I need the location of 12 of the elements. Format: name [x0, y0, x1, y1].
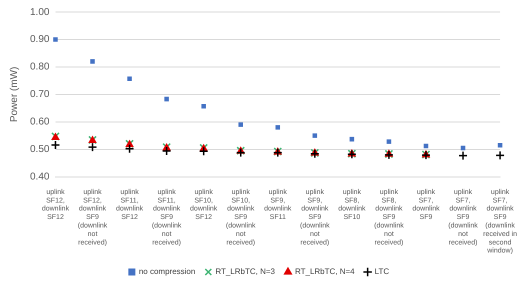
y-tick-label: 0.70: [30, 89, 50, 100]
y-tick-label: 0.90: [30, 34, 50, 46]
y-tick-label: 0.40: [30, 172, 50, 183]
y-tick-label: 0.50: [30, 144, 50, 156]
y-axis-title: Power (mW): [8, 66, 20, 122]
legend-label: LTC: [374, 267, 390, 276]
y-tick-label: 1.00: [30, 6, 50, 18]
legend-label: RT_LRbTC, N=4: [294, 267, 356, 276]
y-tick-label: 0.80: [30, 62, 50, 73]
y-tick-label: 0.60: [30, 116, 50, 128]
legend-label: no compression: [138, 267, 196, 276]
legend-label: RT_LRbTC, N=3: [215, 267, 276, 276]
